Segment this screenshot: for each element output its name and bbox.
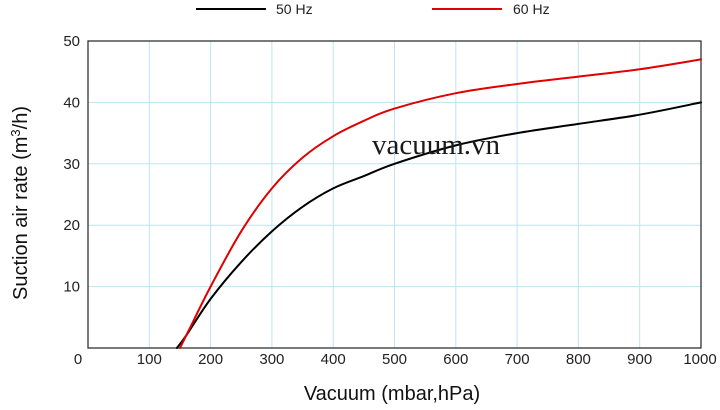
axes-layer [87, 40, 702, 349]
legend: 50 Hz 60 Hz [196, 1, 550, 17]
watermark-text: vacuum.vn [372, 129, 501, 161]
x-tick-label: 200 [198, 351, 223, 368]
y-axis-title-superscript: 3 [8, 129, 23, 136]
tick-labels: 0 100 200 300 400 500 600 700 800 900 1000 10 20 30 40… [63, 33, 716, 368]
x-tick-label: 600 [443, 351, 468, 368]
x-tick-label: 700 [505, 351, 530, 368]
x-tick-label: 400 [321, 351, 346, 368]
y-tick-label: 10 [63, 279, 80, 296]
x-axis-title: Vacuum (mbar,hPa) [304, 383, 480, 405]
x-tick-label: 500 [382, 351, 407, 368]
y-tick-label: 40 [63, 94, 80, 111]
y-tick-label: 20 [63, 217, 80, 234]
x-tick-label: 900 [627, 351, 652, 368]
y-axis-title-end: /h) [10, 106, 32, 129]
y-axis-title-main: Suction air rate (m [10, 137, 32, 300]
x-tick-label: 800 [566, 351, 591, 368]
y-axis-title: Suction air rate (m3/h) [8, 106, 32, 300]
y-tick-label: 50 [63, 33, 80, 50]
x-tick-label: 100 [137, 351, 162, 368]
y-tick-label: 30 [63, 156, 80, 173]
grid-layer [88, 41, 701, 348]
x-tick-label: 300 [259, 351, 284, 368]
series-line-60hz [178, 58, 702, 349]
legend-label-60hz: 60 Hz [513, 1, 550, 17]
x-tick-label: 1000 [683, 351, 716, 368]
legend-label-50hz: 50 Hz [276, 1, 313, 17]
series-line-50hz [175, 101, 702, 349]
series-layer [175, 58, 702, 349]
x-tick-label: 0 [74, 351, 82, 368]
plot-frame [87, 40, 702, 349]
